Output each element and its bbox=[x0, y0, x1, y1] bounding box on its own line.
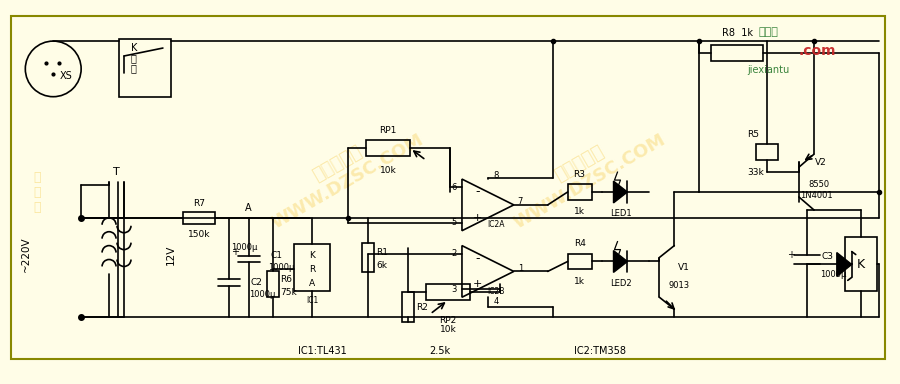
Bar bbox=[363, 243, 374, 272]
Text: 75k: 75k bbox=[281, 288, 297, 297]
Text: 10k: 10k bbox=[380, 166, 397, 175]
Text: +: + bbox=[787, 250, 795, 260]
Text: 1000μ: 1000μ bbox=[248, 290, 275, 299]
Text: RP2: RP2 bbox=[439, 316, 456, 324]
Text: IC1: IC1 bbox=[306, 296, 319, 305]
Text: A: A bbox=[246, 203, 252, 213]
Text: R1: R1 bbox=[376, 248, 388, 257]
Text: 12V: 12V bbox=[166, 244, 176, 265]
Text: V2: V2 bbox=[815, 158, 827, 167]
Text: IC2A: IC2A bbox=[487, 220, 505, 229]
Text: 1: 1 bbox=[518, 264, 523, 273]
Text: R6: R6 bbox=[281, 275, 292, 284]
Text: 断: 断 bbox=[131, 63, 137, 73]
Text: 8: 8 bbox=[493, 170, 499, 180]
Text: 4: 4 bbox=[493, 297, 499, 306]
Text: 1k: 1k bbox=[574, 277, 585, 286]
Text: RP1: RP1 bbox=[380, 126, 397, 135]
Text: R4: R4 bbox=[573, 239, 586, 248]
Text: IC1:TL431: IC1:TL431 bbox=[298, 346, 346, 356]
Polygon shape bbox=[614, 251, 627, 272]
Text: R: R bbox=[310, 265, 316, 274]
Text: R2: R2 bbox=[416, 303, 428, 312]
Text: -: - bbox=[476, 185, 481, 199]
Text: K: K bbox=[857, 258, 865, 271]
Text: 1000μ: 1000μ bbox=[268, 263, 295, 272]
Text: A: A bbox=[310, 279, 316, 288]
Text: 1000μ: 1000μ bbox=[820, 270, 846, 279]
Text: 6: 6 bbox=[452, 182, 457, 192]
Text: LED2: LED2 bbox=[609, 279, 631, 288]
Text: 2.5k: 2.5k bbox=[429, 346, 451, 356]
Text: R8  1k: R8 1k bbox=[722, 28, 752, 38]
Text: 33k: 33k bbox=[747, 168, 764, 177]
Bar bbox=[183, 212, 215, 224]
Text: 8550: 8550 bbox=[808, 180, 830, 189]
Text: 1000μ: 1000μ bbox=[230, 243, 257, 252]
Text: K: K bbox=[310, 251, 315, 260]
Polygon shape bbox=[837, 253, 851, 276]
Text: +: + bbox=[230, 247, 238, 257]
Text: 电子市场网
WWW.DZSC.COM: 电子市场网 WWW.DZSC.COM bbox=[258, 113, 427, 233]
Text: K: K bbox=[131, 43, 138, 53]
Polygon shape bbox=[614, 181, 627, 203]
Text: -: - bbox=[476, 252, 481, 265]
Bar bbox=[119, 39, 171, 97]
Text: 1N4001: 1N4001 bbox=[801, 192, 833, 200]
Text: .com: .com bbox=[799, 44, 837, 58]
Bar bbox=[402, 292, 414, 322]
Text: 电子市场网
WWW.DZSC.COM: 电子市场网 WWW.DZSC.COM bbox=[500, 113, 669, 233]
Text: +: + bbox=[473, 213, 482, 223]
Bar bbox=[756, 144, 778, 160]
Text: 接线图: 接线图 bbox=[759, 27, 778, 37]
Text: 2: 2 bbox=[452, 249, 457, 258]
Text: C3: C3 bbox=[822, 252, 833, 261]
Text: XS: XS bbox=[59, 71, 73, 81]
Bar bbox=[266, 271, 278, 297]
Text: IC2:TM358: IC2:TM358 bbox=[573, 346, 625, 356]
Bar bbox=[845, 237, 877, 291]
Bar bbox=[568, 253, 591, 270]
Text: +: + bbox=[473, 279, 482, 289]
Text: IC2B: IC2B bbox=[487, 287, 505, 296]
Text: R5: R5 bbox=[747, 130, 759, 139]
Text: C1: C1 bbox=[271, 251, 283, 260]
Text: 动: 动 bbox=[131, 53, 137, 63]
Text: T: T bbox=[112, 167, 120, 177]
Text: 6k: 6k bbox=[376, 261, 387, 270]
Text: jiexiantu: jiexiantu bbox=[747, 65, 789, 75]
Text: 150k: 150k bbox=[187, 230, 210, 239]
Text: 9013: 9013 bbox=[669, 281, 690, 290]
Bar bbox=[13, 17, 884, 358]
Bar bbox=[568, 184, 591, 200]
Bar bbox=[366, 141, 410, 156]
Text: 1k: 1k bbox=[574, 207, 585, 216]
Text: R7: R7 bbox=[193, 199, 205, 209]
Text: C2: C2 bbox=[250, 278, 263, 287]
Text: R3: R3 bbox=[573, 170, 586, 179]
Text: 10k: 10k bbox=[439, 326, 456, 334]
Text: 7: 7 bbox=[518, 197, 523, 207]
Bar bbox=[294, 243, 330, 291]
Text: ~220V: ~220V bbox=[22, 237, 32, 272]
Text: 3: 3 bbox=[452, 285, 457, 294]
Bar bbox=[426, 284, 470, 300]
Bar bbox=[12, 16, 885, 359]
Text: 佳
域
网: 佳 域 网 bbox=[33, 170, 41, 214]
Bar bbox=[711, 45, 763, 61]
Text: LED1: LED1 bbox=[609, 209, 631, 218]
Text: V1: V1 bbox=[679, 263, 690, 272]
Text: 5: 5 bbox=[452, 218, 457, 227]
